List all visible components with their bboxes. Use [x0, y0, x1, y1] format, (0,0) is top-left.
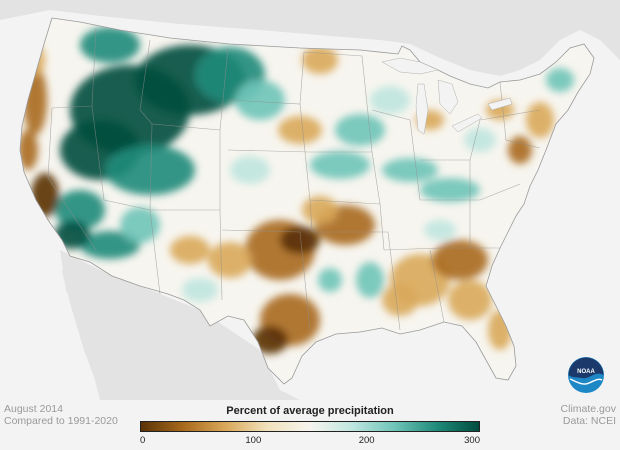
anomaly-patch	[54, 221, 90, 249]
data-credit: Data: NCEI	[562, 415, 616, 427]
anomaly-patch	[302, 46, 338, 74]
surrounding-land	[0, 0, 620, 400]
legend-tick-0: 0	[140, 435, 146, 446]
lake-huron	[437, 79, 459, 115]
lake-erie	[451, 113, 483, 133]
anomaly-patch	[420, 178, 480, 202]
anomaly-patch	[80, 231, 140, 259]
legend-tick-300: 300	[464, 435, 480, 446]
anomaly-patch	[235, 80, 285, 120]
anomaly-patch	[356, 262, 384, 298]
anomaly-patch	[424, 220, 456, 240]
anomaly-patch	[382, 158, 438, 182]
anomaly-patch	[318, 268, 342, 292]
anomaly-patch	[432, 240, 488, 280]
anomaly-patch	[280, 226, 320, 254]
mexico-landmass	[60, 250, 300, 400]
anomaly-patch	[335, 114, 385, 146]
anomaly-patch	[370, 86, 410, 114]
legend-tick-200: 200	[358, 435, 375, 446]
state-boundaries	[47, 27, 541, 331]
anomaly-patch	[208, 242, 252, 278]
anomaly-patch	[526, 102, 554, 138]
legend-colorbar	[140, 421, 480, 432]
anomaly-patch	[252, 326, 288, 354]
anomaly-patch	[80, 27, 140, 63]
site-credit: Climate.gov	[560, 403, 616, 415]
anomaly-patch	[105, 145, 195, 195]
lake-superior	[381, 57, 439, 75]
anomaly-patch	[448, 280, 492, 320]
legend-title: Percent of average precipitation	[226, 405, 394, 417]
anomaly-patch	[55, 190, 105, 230]
noaa-logo: NOAA	[568, 357, 604, 393]
map-notes: August 2014 Compared to 1991-2020	[4, 403, 118, 427]
legend-tick-100: 100	[245, 435, 262, 446]
anomaly-patch	[488, 310, 512, 350]
anomaly-patch	[120, 207, 160, 243]
anomaly-patch	[20, 130, 38, 170]
anomaly-patch	[310, 151, 370, 179]
anomaly-patch	[382, 284, 418, 316]
precipitation-anomaly-patches	[20, 27, 574, 354]
map-canvas	[0, 0, 620, 400]
great-lakes	[381, 57, 513, 135]
anomaly-patch	[31, 173, 59, 217]
anomaly-patch	[182, 278, 218, 302]
anomaly-patch	[278, 116, 322, 144]
lake-ontario	[487, 97, 513, 111]
anomaly-patch	[546, 68, 574, 92]
anomaly-patch	[170, 236, 210, 264]
baseline-label: Compared to 1991-2020	[4, 415, 118, 427]
canada-landmass	[0, 0, 620, 76]
precipitation-map	[0, 0, 620, 400]
anomaly-patch	[508, 136, 532, 164]
month-label: August 2014	[4, 403, 63, 415]
noaa-logo-text: NOAA	[577, 369, 595, 375]
credits: Climate.gov Data: NCEI	[561, 403, 616, 427]
anomaly-patch	[230, 156, 270, 184]
anomaly-patch	[302, 196, 338, 224]
lake-michigan	[415, 83, 429, 135]
anomaly-patch	[464, 128, 496, 152]
baja-peninsula	[62, 258, 104, 382]
anomaly-patch	[25, 44, 45, 76]
